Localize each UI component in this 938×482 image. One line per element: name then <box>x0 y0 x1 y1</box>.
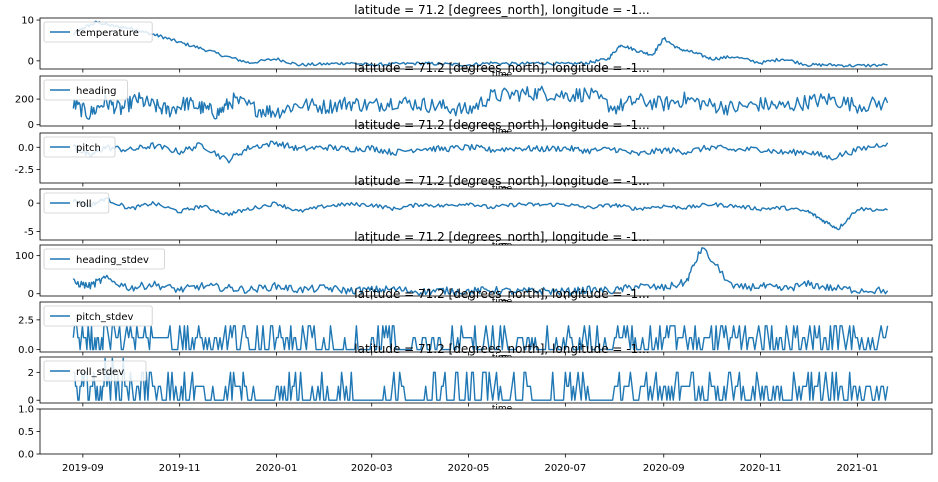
legend-box <box>43 248 165 270</box>
subplot-title: latitude = 71.2 [degrees_north], longitu… <box>354 230 649 244</box>
y-tick-label: 0.0 <box>18 345 34 356</box>
legend: heading_stdev <box>43 248 165 270</box>
legend: roll_stdev <box>43 360 147 382</box>
x-tick-label: 2021-01 <box>837 463 879 474</box>
y-tick-label: 0 <box>28 120 34 131</box>
y-tick-label: 10 <box>21 16 34 27</box>
subplot-8: 0.0 0.5 1.0 2019-09 2019-11 2020-01 2020-03 202… <box>18 405 933 474</box>
series-line-heading <box>72 85 889 120</box>
subplot-2: 0 200 latitude = 71.2 [degrees_north], lon… <box>15 61 933 137</box>
legend-label: heading <box>76 86 116 97</box>
series-line-roll <box>72 197 888 231</box>
y-tick-label: 200 <box>15 95 34 106</box>
axes-frame <box>39 132 933 184</box>
subplot-title: latitude = 71.2 [degrees_north], longitu… <box>354 61 649 75</box>
x-tick-label: 2020-09 <box>643 463 685 474</box>
axes-frame <box>39 408 933 455</box>
y-tick-label: 0 <box>28 199 34 210</box>
x-tick-label: 2020-11 <box>740 463 782 474</box>
legend: heading <box>43 79 128 101</box>
subplot-7: 0 2 latitude = 71.2 [degrees_north], longi… <box>28 342 933 414</box>
axes-frame <box>39 75 933 127</box>
x-tick-label: 2020-03 <box>351 463 393 474</box>
legend: temperature <box>43 21 153 43</box>
y-tick-label: 0.0 <box>18 450 34 461</box>
y-tick-label: 2 <box>28 368 34 379</box>
x-tick-label: 2019-09 <box>62 463 104 474</box>
series-line-roll_stdev <box>73 357 889 401</box>
subplot-3: -2.5 0.0 latitude = 71.2 [degrees_north], … <box>14 118 933 194</box>
legend: roll <box>43 192 110 214</box>
axes-frame <box>39 188 933 241</box>
series-line-pitch_stdev <box>72 325 889 351</box>
x-tick-label: 2020-01 <box>256 463 298 474</box>
series-line-heading_stdev <box>72 247 889 296</box>
x-axis-label: time <box>492 70 513 80</box>
legend-box <box>43 136 116 158</box>
legend-label: pitch_stdev <box>76 312 134 323</box>
x-axis-label: time <box>492 127 513 137</box>
legend-label: temperature <box>76 28 139 39</box>
legend-box <box>43 192 110 214</box>
subplot-title: latitude = 71.2 [degrees_north], longitu… <box>354 174 649 188</box>
legend-box <box>43 360 147 382</box>
y-tick-label: 1.0 <box>18 405 34 416</box>
legend-box <box>43 21 153 43</box>
y-tick-label: 0 <box>28 56 34 67</box>
y-tick-label: -5 <box>24 227 34 238</box>
subplot-5: 0 100 latitude = 71.2 [degrees_north], lon… <box>15 230 933 307</box>
subplot-title: latitude = 71.2 [degrees_north], longitu… <box>354 118 649 132</box>
legend-label: roll_stdev <box>76 367 124 378</box>
y-tick-label: 0 <box>28 289 34 300</box>
subplot-title: latitude = 71.2 [degrees_north], longitu… <box>354 3 649 17</box>
legend-box <box>43 79 128 101</box>
legend-label: heading_stdev <box>76 255 149 266</box>
y-tick-label: -2.5 <box>14 165 34 176</box>
legend: pitch <box>43 136 116 158</box>
subplot-6: 0.0 2.5 latitude = 71.2 [degrees_north], l… <box>18 287 933 363</box>
series-line-pitch <box>72 140 889 164</box>
legend-box <box>43 305 153 327</box>
y-tick-label: 100 <box>15 251 34 262</box>
subplot-title: latitude = 71.2 [degrees_north], longitu… <box>354 342 649 356</box>
x-tick-label: 2019-11 <box>159 463 201 474</box>
subplot-1: 0 10 latitude = 71.2 [degrees_north], long… <box>21 3 933 80</box>
y-tick-label: 0.0 <box>18 143 34 154</box>
series-line-temperature <box>72 20 888 68</box>
subplot-4: -5 0 latitude = 71.2 [degrees_north], long… <box>24 174 933 251</box>
legend-label: roll <box>76 199 92 210</box>
subplot-title: latitude = 71.2 [degrees_north], longitu… <box>354 287 649 301</box>
legend: pitch_stdev <box>43 305 153 327</box>
x-tick-label: 2020-05 <box>448 463 490 474</box>
y-tick-label: 0.5 <box>18 427 34 438</box>
y-tick-label: 2.5 <box>18 315 34 326</box>
y-tick-label: 0 <box>28 396 34 407</box>
x-tick-label: 2020-07 <box>544 463 586 474</box>
axes-frame <box>39 17 933 70</box>
legend-label: pitch <box>76 143 101 154</box>
